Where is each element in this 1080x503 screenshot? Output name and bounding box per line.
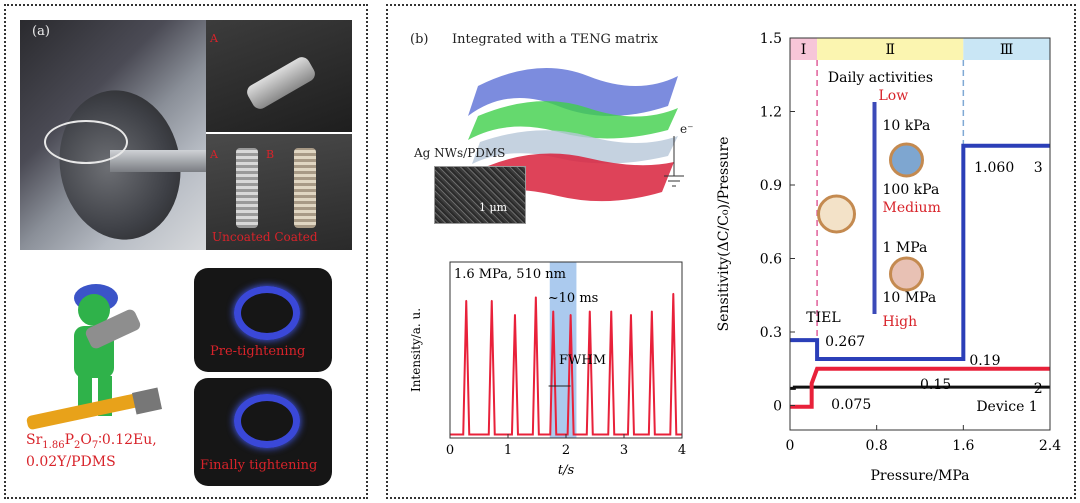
region-label: Ⅰ — [801, 42, 807, 58]
marker-b-bottom: B — [266, 148, 275, 161]
value-019: 0.19 — [969, 353, 1000, 369]
y-tick-label: 1.5 — [760, 31, 782, 47]
y-tick-label: 0.6 — [760, 252, 782, 268]
machine-photo: (a) — [20, 20, 206, 250]
y-tick-label: 1.2 — [760, 105, 782, 121]
p10m-label: 10 MPa — [883, 290, 937, 306]
x-tick-label: 0.8 — [866, 438, 888, 454]
low-label: Low — [879, 88, 909, 104]
intensity-peak — [569, 314, 572, 316]
shoe-icon — [817, 194, 856, 234]
weight-icon — [889, 256, 924, 292]
formula-line2: 0.02Y/PDMS — [26, 453, 116, 470]
sensitivity-xlabel: Pressure/MPa — [871, 468, 970, 484]
scale-bar-label: 1 μm — [479, 201, 508, 214]
sensitivity-axes — [789, 37, 1051, 431]
p10k-label: 10 kPa — [883, 118, 931, 134]
device-1-label: Device 1 — [976, 399, 1037, 415]
sensitivity-ylabel: Sensitivity(ΔC/C₀)/Pressure — [716, 137, 732, 332]
screw-photo-top: A — [206, 20, 352, 132]
value-0075: 0.075 — [831, 397, 871, 413]
p1m-label: 1 MPa — [883, 240, 928, 256]
intensity-peak — [535, 296, 537, 298]
x-tick-label: 3 — [620, 443, 628, 458]
electron-label: e⁻ — [680, 122, 694, 136]
region-label: Ⅲ — [1000, 42, 1014, 58]
value-015: 0.15 — [920, 377, 951, 393]
x-tick-label: 0 — [446, 443, 454, 458]
panel-a-label: (a) — [32, 24, 50, 39]
x-tick-label: 0 — [786, 438, 795, 454]
intensity-peak — [465, 299, 468, 302]
formula-o: O — [80, 432, 92, 448]
x-tick-label: 2 — [562, 443, 570, 458]
region-band — [817, 38, 964, 60]
formula-tail: ∶0.12Eu, — [98, 432, 157, 448]
medium-label: Medium — [883, 200, 941, 216]
marker-a-bottom: A — [210, 148, 218, 161]
worker-illustration — [26, 284, 163, 430]
sensitivity-chart: Ⅰ Ⅱ Ⅲ 0 0.3 0.6 0.9 1.2 1.5 0 0.8 1.6 2.4 Pressure/MP… — [716, 31, 1061, 484]
keyboard-icon — [889, 142, 924, 178]
marker-a-top: A — [210, 32, 218, 45]
screw-photo-bottom: A B Uncoated Coated — [206, 134, 352, 250]
pre-tightening-label: Pre-tightening — [210, 344, 306, 359]
panel-b: (b) Integrated with a TENG matrix Ag NWs… — [386, 4, 1076, 499]
fwhm-label: FWHM — [559, 353, 606, 368]
intensity-peak — [552, 310, 555, 313]
intensity-xlabel: t/s — [558, 463, 575, 478]
intensity-peak — [651, 310, 653, 313]
intensity-peak — [610, 310, 613, 313]
tiel-label: TIEL — [806, 310, 840, 326]
formula-sub-1: 1.86 — [42, 439, 65, 451]
value-1060: 1.060 — [974, 160, 1014, 176]
formula-sub-3: 7 — [91, 439, 99, 451]
sem-inset: 1 μm — [434, 166, 526, 224]
intensity-ylabel: Intensity/a. u. — [409, 308, 423, 392]
intensity-chart: 0 1 2 3 4 t/s Intensity/a. u. 1.6 MPa, 510 nm ~1… — [409, 261, 686, 478]
intensity-peak — [630, 314, 632, 316]
series-line-3 — [790, 143, 1050, 361]
ground-symbol — [664, 136, 684, 187]
panel-a: (a) A A B Uncoated Coated Sr1.86P2O7∶0.1… — [4, 4, 368, 499]
screw-caption: Uncoated Coated — [212, 230, 318, 244]
y-tick-label: 0.3 — [760, 325, 782, 341]
intensity-peak — [672, 292, 675, 295]
series-3-label: 3 — [1034, 160, 1043, 176]
x-tick-label: 1.6 — [952, 438, 974, 454]
intensity-peak — [588, 310, 591, 313]
intensity-peak — [514, 314, 516, 316]
y-tick-label: 0.9 — [760, 178, 782, 194]
formula-p: P — [64, 432, 74, 448]
series-line-2 — [790, 366, 1050, 409]
value-0267: 0.267 — [825, 334, 865, 350]
electrode-label: Ag NWs/PDMS — [414, 146, 506, 160]
finally-tightening-photo: Finally tightening — [194, 378, 332, 486]
y-tick-label: 0 — [773, 399, 782, 415]
x-tick-label: 4 — [678, 443, 686, 458]
region-band — [790, 38, 818, 60]
series-line-1 — [790, 385, 1050, 390]
x-tick-label: 2.4 — [1039, 438, 1061, 454]
finally-tightening-label: Finally tightening — [200, 458, 318, 473]
x-tick-label: 1 — [504, 443, 512, 458]
formula-sub-2: 2 — [73, 439, 81, 451]
region-label: Ⅱ — [885, 42, 895, 58]
formula-sr: Sr — [26, 432, 43, 448]
panel-b-label: (b) — [410, 32, 429, 47]
p100k-label: 100 kPa — [883, 182, 940, 198]
intensity-peak — [490, 299, 493, 302]
pre-tightening-photo: Pre-tightening — [194, 268, 332, 372]
series-2-label: 2 — [1034, 381, 1043, 397]
high-label: High — [883, 314, 918, 330]
pulse-width-label: ~10 ms — [548, 291, 599, 306]
teng-matrix-illustration — [468, 68, 678, 202]
teng-title: Integrated with a TENG matrix — [452, 32, 659, 47]
daily-activities-label: Daily activities — [828, 70, 933, 86]
phosphor-formula: Sr1.86P2O7∶0.12Eu, 0.02Y/PDMS — [26, 432, 157, 470]
intensity-annotation: 1.6 MPa, 510 nm — [454, 267, 566, 282]
region-band — [963, 38, 1050, 60]
